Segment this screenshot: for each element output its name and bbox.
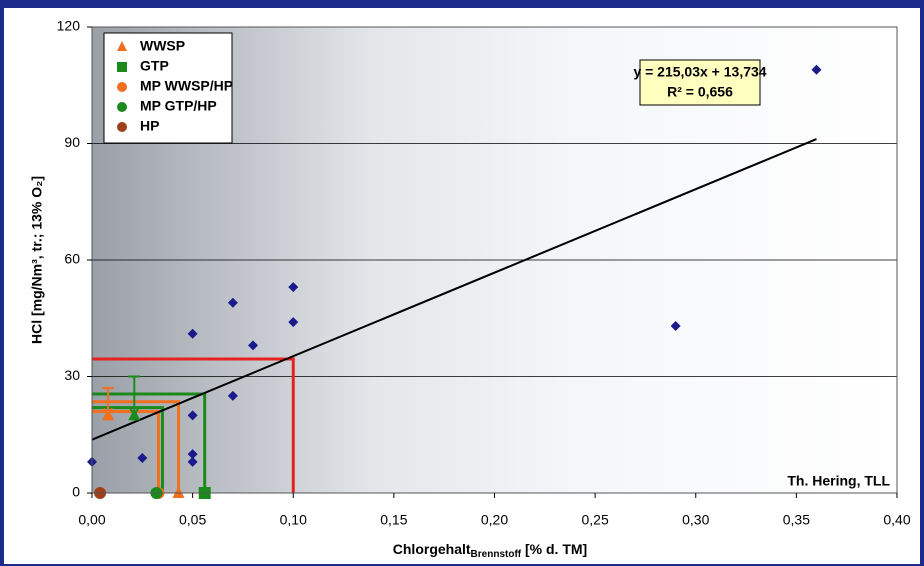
guide-line: [92, 406, 164, 493]
x-label-sub: Brennstoff: [471, 549, 522, 560]
point: [187, 456, 198, 467]
x-tick-label: 0,00: [78, 512, 105, 528]
legend-marker: [117, 102, 127, 112]
x-tick-label: 0,30: [682, 512, 709, 528]
x-axis-label: ChlorgehaltBrennstoff [% d. TM]: [393, 541, 587, 560]
x-tick-label: 0,25: [582, 512, 609, 528]
legend-label: WWSP: [140, 38, 185, 54]
point: [102, 408, 115, 421]
r-squared: R² = 0,656: [667, 84, 733, 100]
x-label-rest: [% d. TM]: [521, 541, 587, 557]
guide-line: [92, 357, 295, 493]
trendline: [91, 138, 817, 441]
x-tick-label: 0,20: [481, 512, 508, 528]
equation-box: [639, 59, 761, 106]
legend-marker: [117, 62, 127, 72]
point: [187, 328, 198, 339]
point: [670, 321, 681, 332]
guide-line: [92, 400, 181, 493]
x-tick-label: 0,40: [883, 512, 910, 528]
y-axis-label: HCl [mg/Nm³, tr.; 13% O₂]: [29, 176, 45, 344]
y-tick-label: 120: [57, 18, 81, 34]
x-tick-label: 0,10: [280, 512, 307, 528]
credit: Th. Hering, TLL: [787, 473, 890, 489]
point: [811, 64, 822, 75]
y-tick-label: 30: [64, 367, 80, 383]
x-tick-label: 0,15: [380, 512, 407, 528]
point: [128, 408, 141, 421]
x-label-text: Chlorgehalt: [393, 541, 471, 557]
point: [172, 486, 185, 498]
legend-label: MP WWSP/HP: [140, 78, 233, 94]
equation: y = 215,03x + 13,734: [633, 64, 766, 80]
legend-marker: [117, 122, 127, 132]
point: [227, 390, 238, 401]
point: [248, 340, 258, 351]
legend-label: HP: [140, 118, 159, 134]
point: [288, 282, 299, 293]
legend-marker: [117, 41, 127, 51]
point: [288, 317, 299, 328]
x-tick-label: 0,35: [783, 512, 810, 528]
point: [187, 410, 198, 421]
y-tick-label: 0: [72, 484, 80, 500]
x-tick-label: 0,05: [179, 512, 206, 528]
legend-label: MP GTP/HP: [140, 98, 217, 114]
point: [227, 297, 238, 308]
point: [187, 449, 198, 460]
y-tick-label: 90: [64, 134, 80, 150]
legend-marker: [117, 82, 127, 92]
legend-label: GTP: [140, 58, 169, 74]
point: [137, 453, 148, 464]
y-tick-label: 60: [64, 251, 80, 267]
